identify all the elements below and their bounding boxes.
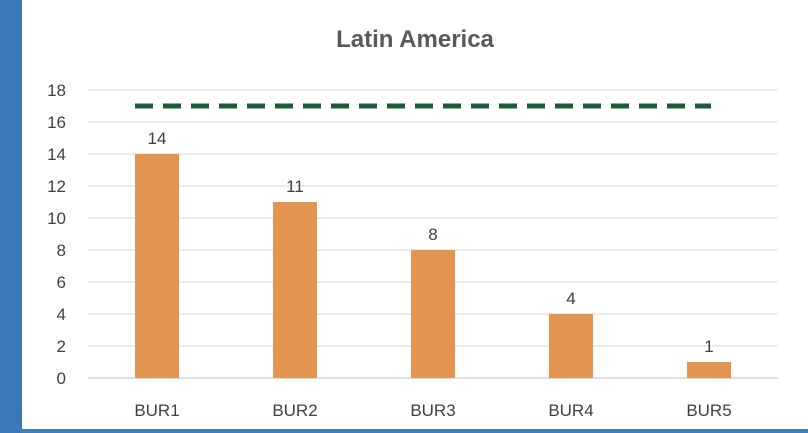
x-category-label: BUR4 [548, 401, 593, 420]
chart-title: Latin America [336, 26, 494, 53]
bar-chart: 0 2 4 6 8 10 12 14 16 18 14 11 8 4 1 BUR1 BUR2 BUR3 BUR4… [47, 81, 778, 420]
y-tick-label: 18 [47, 81, 66, 100]
y-tick-label: 0 [57, 369, 66, 388]
y-tick-label: 4 [57, 305, 66, 324]
bar-bur3 [411, 250, 455, 378]
y-tick-label: 8 [57, 241, 66, 260]
y-tick-label: 12 [47, 177, 66, 196]
data-label: 1 [704, 337, 713, 356]
x-category-label: BUR5 [686, 401, 731, 420]
y-axis-ticks: 0 2 4 6 8 10 12 14 16 18 [47, 81, 66, 388]
x-category-label: BUR1 [134, 401, 179, 420]
bar-bur5 [687, 362, 731, 378]
data-label: 8 [428, 225, 437, 244]
data-label: 14 [148, 129, 167, 148]
x-category-label: BUR2 [272, 401, 317, 420]
y-tick-label: 14 [47, 145, 66, 164]
bar-bur2 [273, 202, 317, 378]
bar-bur4 [549, 314, 593, 378]
data-labels: 14 11 8 4 1 [148, 129, 714, 356]
data-label: 11 [286, 177, 304, 196]
y-tick-label: 2 [57, 337, 66, 356]
y-tick-label: 10 [47, 209, 66, 228]
chart-panel: Latin America 0 2 4 6 8 10 12 14 16 18 14 11 8 4 1 BU… [22, 0, 808, 429]
bars [135, 154, 731, 378]
page-border [0, 0, 22, 433]
x-axis-categories: BUR1 BUR2 BUR3 BUR4 BUR5 [134, 401, 731, 420]
x-category-label: BUR3 [410, 401, 455, 420]
y-tick-label: 16 [47, 113, 66, 132]
y-tick-label: 6 [57, 273, 66, 292]
bar-bur1 [135, 154, 179, 378]
data-label: 4 [566, 289, 575, 308]
